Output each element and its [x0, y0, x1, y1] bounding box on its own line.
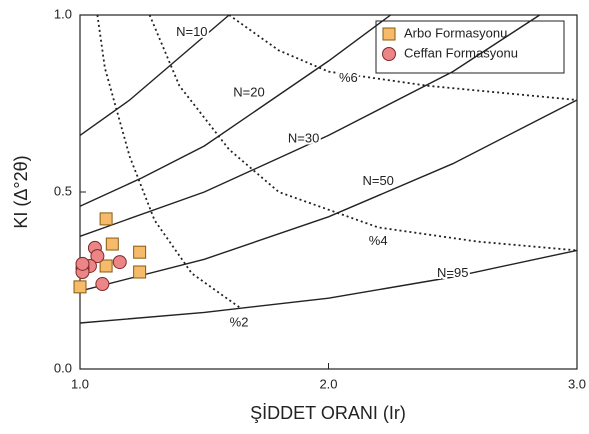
point: [99, 212, 113, 226]
point: [95, 277, 110, 292]
n-curve: [79, 99, 578, 292]
curve-label: N=95: [437, 265, 468, 280]
point: [99, 259, 113, 273]
x-tick-label: 3.0: [568, 376, 586, 391]
curve-label: N=20: [233, 84, 264, 99]
y-tick-label: 0.5: [54, 183, 72, 198]
legend-box: [375, 20, 565, 74]
n-curve: [79, 14, 541, 237]
y-tick-label: 0.0: [54, 360, 72, 375]
legend-marker: [382, 47, 396, 61]
curve-label: N=30: [288, 130, 319, 145]
curve-label: %2: [230, 314, 249, 329]
legend-label: Ceffan Formasyonu: [404, 45, 518, 60]
curve-label: N=10: [176, 24, 207, 39]
y-axis-title: KI (Δ°2θ): [11, 155, 31, 228]
legend-marker: [382, 27, 396, 41]
point: [133, 265, 147, 279]
legend-label: Arbo Formasyonu: [404, 25, 507, 40]
curve-label: %6: [339, 70, 358, 85]
point: [75, 256, 90, 271]
x-axis-title: ŞİDDET ORANI (Ir): [250, 403, 406, 423]
percent-curve: [148, 14, 578, 252]
curve-label: N=50: [362, 173, 393, 188]
n-curve: [79, 14, 230, 136]
curve-label: %4: [369, 233, 388, 248]
point: [133, 245, 147, 259]
percent-curve: [228, 14, 578, 101]
y-tick-label: 1.0: [54, 6, 72, 21]
x-tick-label: 1.0: [71, 376, 89, 391]
n-curve: [79, 249, 578, 324]
point: [73, 280, 87, 294]
x-tick-label: 2.0: [319, 376, 337, 391]
point: [112, 255, 127, 270]
point: [90, 249, 105, 264]
n-curve: [79, 14, 392, 207]
point: [105, 237, 119, 251]
